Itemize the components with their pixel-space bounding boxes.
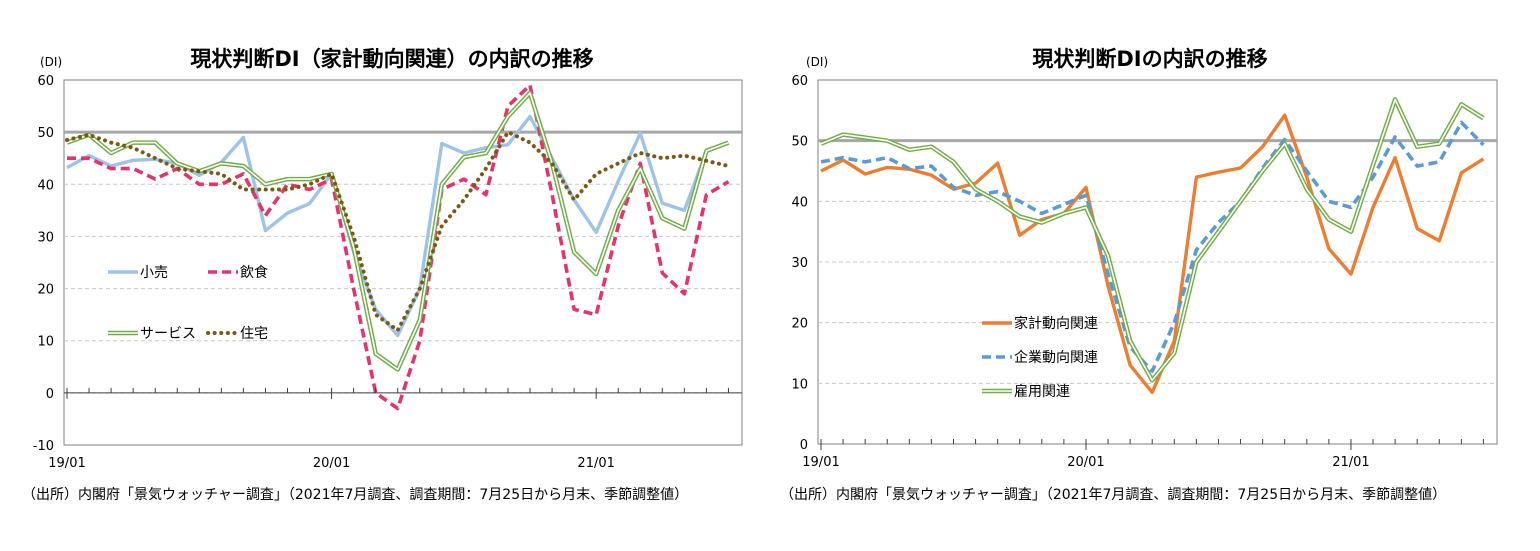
y-tick-label: -10	[33, 439, 54, 454]
series-line-3	[65, 130, 731, 333]
y-tick-label: 40	[791, 195, 808, 210]
chart-title: 現状判断DI（家計動向関連）の内訳の推移	[190, 47, 593, 71]
y-tick-label: 40	[37, 178, 54, 193]
x-tick-label: 19/01	[802, 455, 839, 470]
legend-label: 飲食	[240, 264, 268, 281]
y-tick-label: 20	[791, 317, 808, 332]
series-line-2	[820, 97, 1485, 383]
y-tick-label: 20	[37, 283, 54, 298]
y-tick-label: 60	[37, 74, 54, 89]
x-tick-label: 19/01	[48, 456, 85, 471]
y-tick-label: 0	[46, 387, 54, 402]
x-tick-label: 20/01	[313, 456, 350, 471]
plot-area	[63, 79, 743, 446]
legend-entry: 企業動向関連	[982, 349, 1098, 366]
source-note-left: （出所）内閣府「景気ウォッチャー調査」（2021年7月調査、調査期間：7月25日…	[22, 486, 688, 503]
legend-label: 小売	[140, 265, 168, 281]
source-note-right: （出所）内閣府「景気ウォッチャー調査」（2021年7月調査、調査期間：7月25日…	[780, 486, 1446, 503]
chart-title: 現状判断DIの内訳の推移	[1032, 47, 1267, 71]
legend-label: サービス	[140, 326, 196, 342]
series-line-0	[66, 114, 730, 338]
legend-label: 企業動向関連	[1014, 349, 1098, 366]
y-tick-label: 30	[791, 256, 808, 271]
y-tick-label: 10	[37, 335, 54, 350]
legend-label: 住宅	[240, 326, 268, 342]
y-tick-label: 0	[800, 438, 808, 453]
y-tick-label: 10	[791, 377, 808, 392]
chart-current-di-breakdown: 現状判断DIの内訳の推移 (DI) 0 10 20 30 40 50 60 19/01 20/0…	[791, 47, 1498, 470]
legend-entry: 飲食	[208, 264, 268, 281]
x-tick-label: 20/01	[1067, 455, 1104, 470]
x-tick-label: 21/01	[1332, 455, 1369, 470]
y-unit-label: (DI)	[40, 55, 62, 69]
legend-entry: 雇用関連	[982, 383, 1070, 400]
series-line-2	[66, 90, 730, 372]
y-tick-label: 50	[791, 135, 808, 150]
y-tick-label: 60	[791, 74, 808, 89]
legend-entry: 家計動向関連	[982, 315, 1098, 332]
y-unit-label: (DI)	[806, 55, 828, 69]
y-tick-label: 50	[37, 126, 54, 141]
series-line-1	[67, 83, 730, 411]
legend-entry: サービス	[108, 326, 196, 342]
legend-entry: 小売	[108, 265, 168, 281]
series-line-1	[820, 120, 1485, 374]
x-tick-label: 21/01	[577, 456, 614, 471]
legend-label: 雇用関連	[1014, 383, 1070, 400]
series-line-0	[820, 113, 1485, 395]
chart-household-breakdown: 現状判断DI（家計動向関連）の内訳の推移 (DI) -10 0 10 20 30 40 50…	[33, 47, 743, 471]
legend-entry: 住宅	[206, 326, 268, 342]
y-tick-label: 30	[37, 230, 54, 245]
legend-label: 家計動向関連	[1014, 315, 1098, 332]
